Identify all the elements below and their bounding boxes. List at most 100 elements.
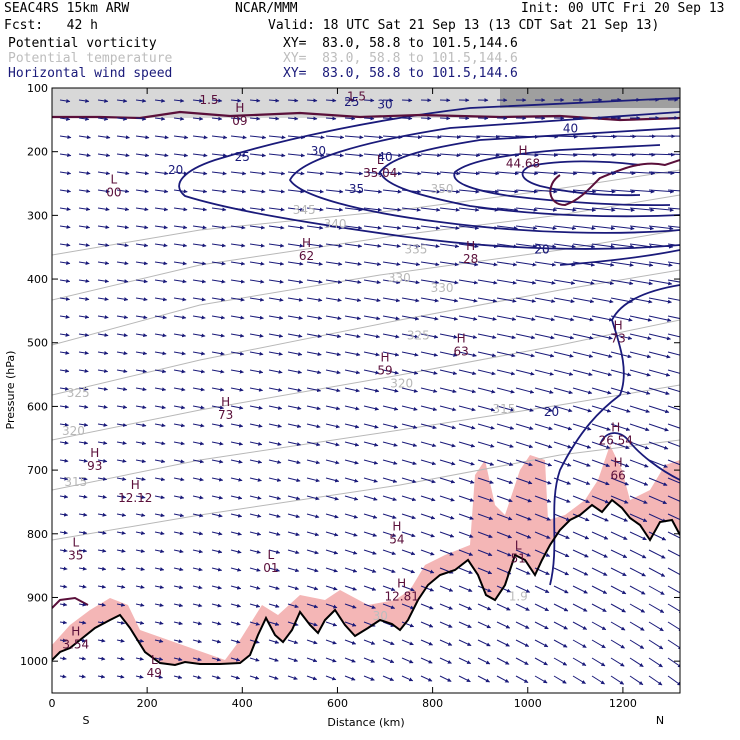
wind-vector [325,495,339,501]
wind-vector [287,477,301,483]
wind-vector [173,369,186,374]
wind-vector [458,477,475,484]
model-title: SEAC4RS 15km ARW [4,1,130,16]
wind-vector [534,279,556,285]
wind-vector [401,279,420,285]
y-axis-label: Pressure (hPa) [4,351,17,430]
wind-vector [116,512,127,517]
wind-vector [382,639,395,646]
wind-vector [420,585,434,592]
extremum-marker-h: H [90,446,99,460]
wind-vector [553,495,571,503]
wind-vector [648,279,673,286]
theta-contour-label: 315 [64,475,87,489]
wind-vector [439,531,455,538]
wind-vector [420,657,433,664]
wind-vector [211,351,225,356]
wind-vector [230,207,246,212]
wind-vector [629,513,648,522]
wind-vector [477,134,500,139]
wind-vector [249,603,261,608]
wind-vector [420,405,438,412]
extremum-marker-h: H [71,624,80,638]
theta-contour-label: 330 [388,271,411,285]
wind-vector [230,567,242,572]
wind-vector [667,441,680,448]
org-label: NCAR/MMM [235,1,298,16]
wind-vector [230,297,245,302]
wind-vector [420,225,441,230]
wind-vector [325,135,345,140]
wind-vector [553,333,575,340]
wind-vector [344,423,360,429]
wind-vector [477,567,493,575]
wind-vector [439,549,454,556]
wind-vector [591,441,611,449]
x-tick-label: 200 [137,697,158,710]
wind-vector [325,333,342,339]
wind-vector [591,387,612,395]
wind-vector [230,189,247,194]
wind-vector [306,585,319,591]
wind-vector [534,675,548,684]
wind-vector [192,639,202,644]
wind-vector [515,459,533,467]
wind-vector [306,387,322,393]
wind-vector [496,153,520,158]
wind-vector [553,639,568,648]
extremum-value: 54 [389,532,404,546]
wind-vector [610,477,629,486]
wind-vector [173,567,184,572]
wind-vector [382,261,401,267]
wind-vector [553,477,571,485]
wind-vector [515,134,539,139]
wind-vector [116,297,129,302]
wind-vector [97,333,109,338]
wind-vector [401,116,413,121]
wind-vector [287,189,305,194]
wind-vector [515,621,530,629]
wind-vector [306,351,322,357]
wind-vector [420,207,441,212]
wind-vector [610,152,636,157]
wind-vector [515,513,532,521]
wind-vector [78,602,87,607]
wind-vector [211,513,223,518]
wind-vector [610,531,628,540]
extremum-marker-h: H [302,236,311,250]
wind-vector [192,369,206,374]
wind-vector [401,171,422,176]
wind-vector [629,333,652,341]
wind-vector [572,333,594,340]
wind-vector [344,135,364,140]
wind-vector [496,351,516,358]
wind-vector [97,530,107,535]
wind-vector [648,585,665,595]
wind-vector [629,315,652,322]
wind-vector [230,405,244,410]
wind-vector [268,621,280,626]
wind-vector [116,566,126,571]
wind-vector [59,530,68,535]
wind-vector [249,495,262,500]
wind-vector [344,189,363,194]
extremum-value: 35 [68,548,83,562]
wind-vector [268,567,280,572]
wind-vector [534,441,553,449]
wind-vector [515,531,532,539]
wind-vector [268,495,281,500]
wind-vector [458,621,472,628]
wind-vector [78,422,89,427]
wind-vector [458,261,479,267]
x-tick-label: 1200 [609,697,637,710]
wind-vector [534,189,558,194]
wind-vector [306,279,323,284]
wind-vector [382,153,403,158]
wind-vector [325,531,339,537]
wind-vector [382,279,401,285]
wind-vector [59,135,72,140]
wind-vector [135,135,150,140]
wind-vector [629,603,646,613]
extremum-value: 26.54 [599,434,633,448]
wind-vector [382,405,399,411]
